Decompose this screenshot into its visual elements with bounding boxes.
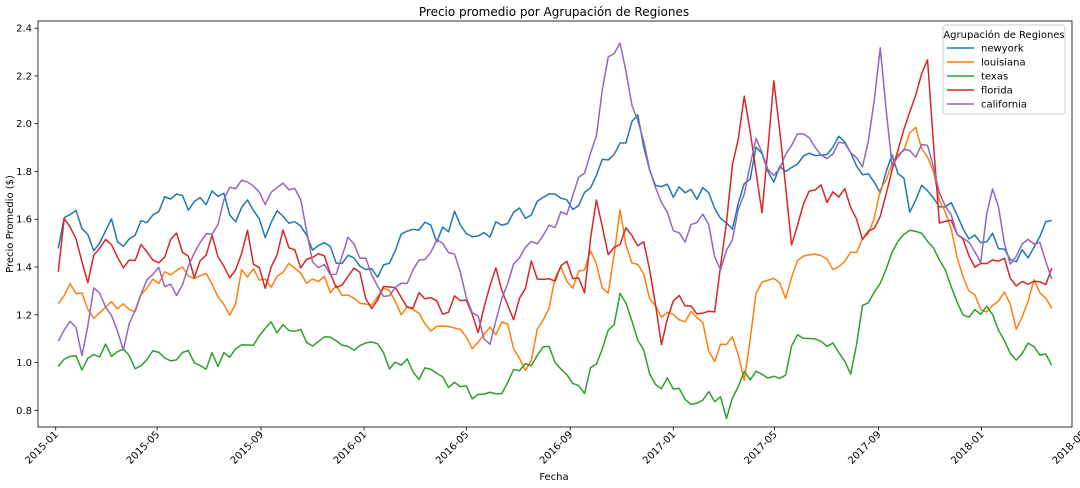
x-tick-label: 2016-09 — [538, 429, 575, 466]
y-tick-label: 1.8 — [16, 167, 32, 178]
x-tick-label: 2017-09 — [846, 429, 883, 466]
legend-label-newyork: newyork — [981, 44, 1024, 55]
series-line-newyork — [57, 114, 1052, 278]
x-axis: 2015-01 2015-05 2015-09 2016-01 2016-05 2016-… — [24, 427, 1080, 467]
series-lines — [57, 42, 1053, 420]
y-tick-label: 1.4 — [16, 262, 32, 273]
y-tick-label: 1.2 — [16, 310, 32, 321]
x-tick-label: 2016-05 — [434, 429, 471, 466]
series-line-california — [57, 42, 1053, 357]
legend-label-florida: florida — [981, 86, 1013, 97]
series-line-florida — [57, 59, 1053, 346]
x-tick-label: 2017-05 — [742, 429, 779, 466]
plot-area-frame — [37, 20, 1073, 428]
legend-label-louisiana: louisiana — [981, 58, 1026, 69]
y-tick-label: 2.0 — [16, 119, 32, 130]
x-tick-label: 2015-09 — [229, 429, 266, 466]
x-tick-label: 2017-01 — [641, 429, 678, 466]
legend-label-california: california — [981, 100, 1027, 111]
y-tick-label: 1.0 — [16, 358, 32, 369]
x-tick-label: 2015-01 — [24, 429, 61, 466]
chart-title: Precio promedio por Agrupación de Region… — [419, 5, 689, 19]
series-line-louisiana — [57, 126, 1053, 382]
y-tick-label: 0.8 — [16, 406, 32, 417]
x-tick-label: 2015-05 — [125, 429, 162, 466]
y-axis-title: Precio Promedio ($) — [5, 175, 16, 273]
x-tick-label: 2018-01 — [949, 429, 986, 466]
legend-label-texas: texas — [981, 72, 1008, 83]
legend-title: Agrupación de Regiones — [943, 29, 1064, 41]
x-tick-label: 2016-01 — [332, 429, 369, 466]
y-tick-label: 2.2 — [16, 71, 32, 82]
y-axis: 0.8 1.0 1.2 1.4 1.6 1.8 2.0 2.2 2.4 — [16, 24, 38, 417]
x-axis-title: Fecha — [539, 472, 568, 483]
y-tick-label: 2.4 — [16, 24, 32, 35]
legend: Agrupación de Regiones newyork louisiana t… — [942, 24, 1066, 115]
series-line-texas — [57, 229, 1053, 420]
x-tick-label: 2018-05 — [1051, 429, 1080, 466]
y-tick-label: 1.6 — [16, 215, 32, 226]
